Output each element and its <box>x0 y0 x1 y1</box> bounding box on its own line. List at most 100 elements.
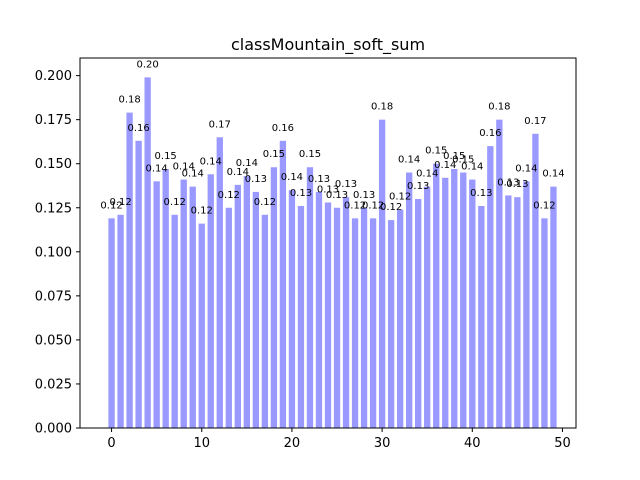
bar-6 <box>162 169 169 428</box>
data-label-43: 0.18 <box>488 102 510 113</box>
bar-18 <box>270 167 278 428</box>
bar-23 <box>315 191 323 428</box>
data-label-22: 0.15 <box>299 149 321 160</box>
y-tick-label-0.025: 0.025 <box>35 377 72 392</box>
data-label-41: 0.13 <box>470 188 492 199</box>
data-label-28: 0.13 <box>353 190 375 201</box>
bar-14 <box>234 184 241 428</box>
y-tick-label-0.000: 0.000 <box>35 422 72 437</box>
x-axis: 0 10 20 30 40 50 <box>107 428 571 451</box>
bar-24 <box>324 202 332 428</box>
data-label-42: 0.16 <box>479 128 501 139</box>
data-label-35: 0.14 <box>416 169 438 180</box>
bar-7 <box>171 214 178 428</box>
bar-2 <box>126 112 133 428</box>
bar-38 <box>451 169 458 428</box>
bar-42 <box>487 146 494 428</box>
bar-3 <box>135 140 142 429</box>
data-label-39: 0.15 <box>452 155 474 166</box>
bar-49 <box>550 186 557 428</box>
data-label-24: 0.13 <box>317 184 339 195</box>
bar-21 <box>297 206 305 428</box>
data-label-29: 0.12 <box>362 200 384 211</box>
bar-34 <box>415 198 422 428</box>
x-tick-label-20: 20 <box>284 436 301 451</box>
bar-43 <box>496 119 503 429</box>
data-label-27: 0.12 <box>344 200 366 211</box>
data-label-19: 0.16 <box>272 123 294 134</box>
x-tick-label-0: 0 <box>107 436 115 451</box>
data-label-26: 0.13 <box>335 179 357 190</box>
data-label-11: 0.14 <box>200 156 222 167</box>
bar-36 <box>433 163 440 428</box>
y-tick-label-0.125: 0.125 <box>35 201 72 216</box>
bar-27 <box>351 218 359 428</box>
bar-31 <box>387 220 395 428</box>
data-label-5: 0.14 <box>146 163 168 174</box>
bar-44 <box>505 195 512 428</box>
bar-46 <box>523 181 530 428</box>
data-label-25: 0.13 <box>326 190 348 201</box>
bar-32 <box>396 209 404 428</box>
data-label-10: 0.12 <box>191 206 213 217</box>
bar-0 <box>108 218 115 428</box>
data-label-46: 0.14 <box>515 163 537 174</box>
data-label-47: 0.17 <box>524 116 546 127</box>
bar-15 <box>243 176 250 428</box>
data-label-18: 0.15 <box>263 149 285 160</box>
data-label-9: 0.14 <box>182 169 204 180</box>
data-label-23: 0.13 <box>308 174 330 185</box>
x-tick-label-40: 40 <box>464 436 481 451</box>
data-label-34: 0.13 <box>407 181 429 192</box>
bar-29 <box>369 218 377 428</box>
bar-4 <box>144 77 151 428</box>
data-label-20: 0.14 <box>281 172 303 183</box>
data-label-40: 0.14 <box>461 162 483 173</box>
data-label-44: 0.13 <box>497 177 519 188</box>
bar-22 <box>306 167 314 428</box>
bar-16 <box>252 191 260 428</box>
x-tick-label-10: 10 <box>193 436 210 451</box>
y-tick-label-0.050: 0.050 <box>35 333 72 348</box>
data-label-49: 0.14 <box>542 169 564 180</box>
data-label-15: 0.14 <box>236 158 258 169</box>
bar-47 <box>532 133 539 428</box>
bar-19 <box>279 140 287 429</box>
bar-1 <box>117 214 124 428</box>
bar-12 <box>216 137 223 429</box>
y-tick-label-0.100: 0.100 <box>35 245 72 260</box>
y-axis: 0.000 0.025 0.050 0.075 0.100 0.125 0.150 0.175… <box>35 69 80 437</box>
bar-17 <box>261 214 269 428</box>
data-label-33: 0.14 <box>398 155 420 166</box>
bar-35 <box>424 186 431 428</box>
chart-title: classMountain_soft_sum <box>231 35 425 55</box>
x-tick-label-50: 50 <box>554 436 571 451</box>
bar-13 <box>225 207 232 428</box>
bar-25 <box>333 207 341 428</box>
data-label-13: 0.12 <box>218 190 240 201</box>
data-label-3: 0.16 <box>127 123 149 134</box>
data-label-21: 0.13 <box>290 188 312 199</box>
data-label-45: 0.13 <box>506 179 528 190</box>
data-label-16: 0.13 <box>245 174 267 185</box>
data-label-30: 0.18 <box>371 102 393 113</box>
bar-33 <box>406 172 413 428</box>
data-label-1: 0.12 <box>109 197 131 208</box>
bar-30 <box>378 119 386 429</box>
bar-48 <box>541 218 548 428</box>
bar-5 <box>153 181 160 428</box>
data-label-17: 0.12 <box>254 197 276 208</box>
bar-40 <box>469 179 476 428</box>
data-label-0: 0.12 <box>100 200 122 211</box>
bar-11 <box>207 174 214 428</box>
bar-9 <box>189 186 196 428</box>
data-label-36: 0.15 <box>425 146 447 157</box>
data-label-7: 0.12 <box>164 197 186 208</box>
data-labels-group: 0.120.120.180.160.200.140.150.120.140.14… <box>100 59 564 216</box>
x-tick-label-30: 30 <box>374 436 391 451</box>
bar-45 <box>514 197 521 428</box>
data-label-38: 0.15 <box>443 151 465 162</box>
data-label-2: 0.18 <box>118 95 140 106</box>
bar-26 <box>342 197 350 428</box>
